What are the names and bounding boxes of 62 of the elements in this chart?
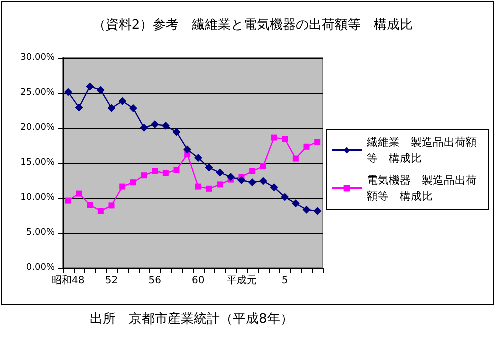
x-tick-label: 平成元 [226, 274, 257, 286]
point [162, 170, 169, 176]
y-tick-label: 20.00% [20, 123, 56, 133]
x-tick-label: 昭和48 [52, 274, 85, 286]
point [140, 124, 148, 132]
x-tick-label: 56 [148, 276, 162, 286]
point [98, 208, 104, 214]
point [152, 168, 158, 174]
point [205, 164, 214, 172]
point [195, 184, 202, 190]
point [162, 122, 170, 130]
point [174, 167, 180, 173]
point [260, 164, 266, 170]
x-tick-label: 5 [282, 276, 288, 286]
x-tick-label: 60 [192, 276, 205, 286]
point [314, 207, 322, 216]
y-tick-label: 15.00% [20, 158, 56, 168]
point [130, 180, 136, 186]
point [96, 86, 105, 94]
point [302, 206, 311, 214]
point [282, 136, 288, 142]
y-tick-label: 0.00% [26, 263, 56, 273]
point [259, 177, 268, 186]
point [217, 182, 224, 188]
point [216, 168, 224, 177]
point [314, 139, 321, 145]
point [226, 173, 235, 181]
point [238, 176, 246, 184]
y-tick-label: 5.00% [26, 228, 56, 238]
point [292, 200, 300, 208]
point [271, 134, 278, 141]
point [172, 128, 181, 136]
point [270, 184, 278, 192]
chart-title: （資料2）参考 繊維業と電気機器の出荷額等 構成比 [92, 18, 414, 33]
text: 出所 京都市産業統計（平成8年） [90, 311, 294, 327]
point [129, 104, 138, 112]
legend-label: 繊維業 製造品出荷額等 構成比 [366, 136, 477, 165]
point [250, 168, 256, 174]
point [108, 202, 115, 209]
point [64, 88, 72, 96]
point [292, 156, 299, 162]
point [184, 146, 192, 154]
point [76, 190, 82, 197]
point [87, 202, 94, 208]
y-tick-label: 25.00% [20, 88, 56, 98]
point [194, 154, 202, 162]
point [108, 104, 116, 112]
point [206, 186, 212, 192]
point [281, 193, 290, 202]
point [65, 198, 72, 204]
legend-label: 電気機器 製造品出荷額等 構成比 [367, 174, 477, 203]
point [118, 97, 127, 106]
y-tick-label: 10.00% [20, 193, 56, 203]
point [304, 144, 310, 150]
point [248, 178, 257, 187]
y-tick-label: 30.00% [20, 53, 56, 63]
point [141, 172, 148, 179]
point [75, 104, 84, 112]
point [120, 184, 126, 190]
x-tick-label: 52 [105, 276, 118, 286]
point [151, 120, 160, 128]
point [86, 82, 94, 91]
